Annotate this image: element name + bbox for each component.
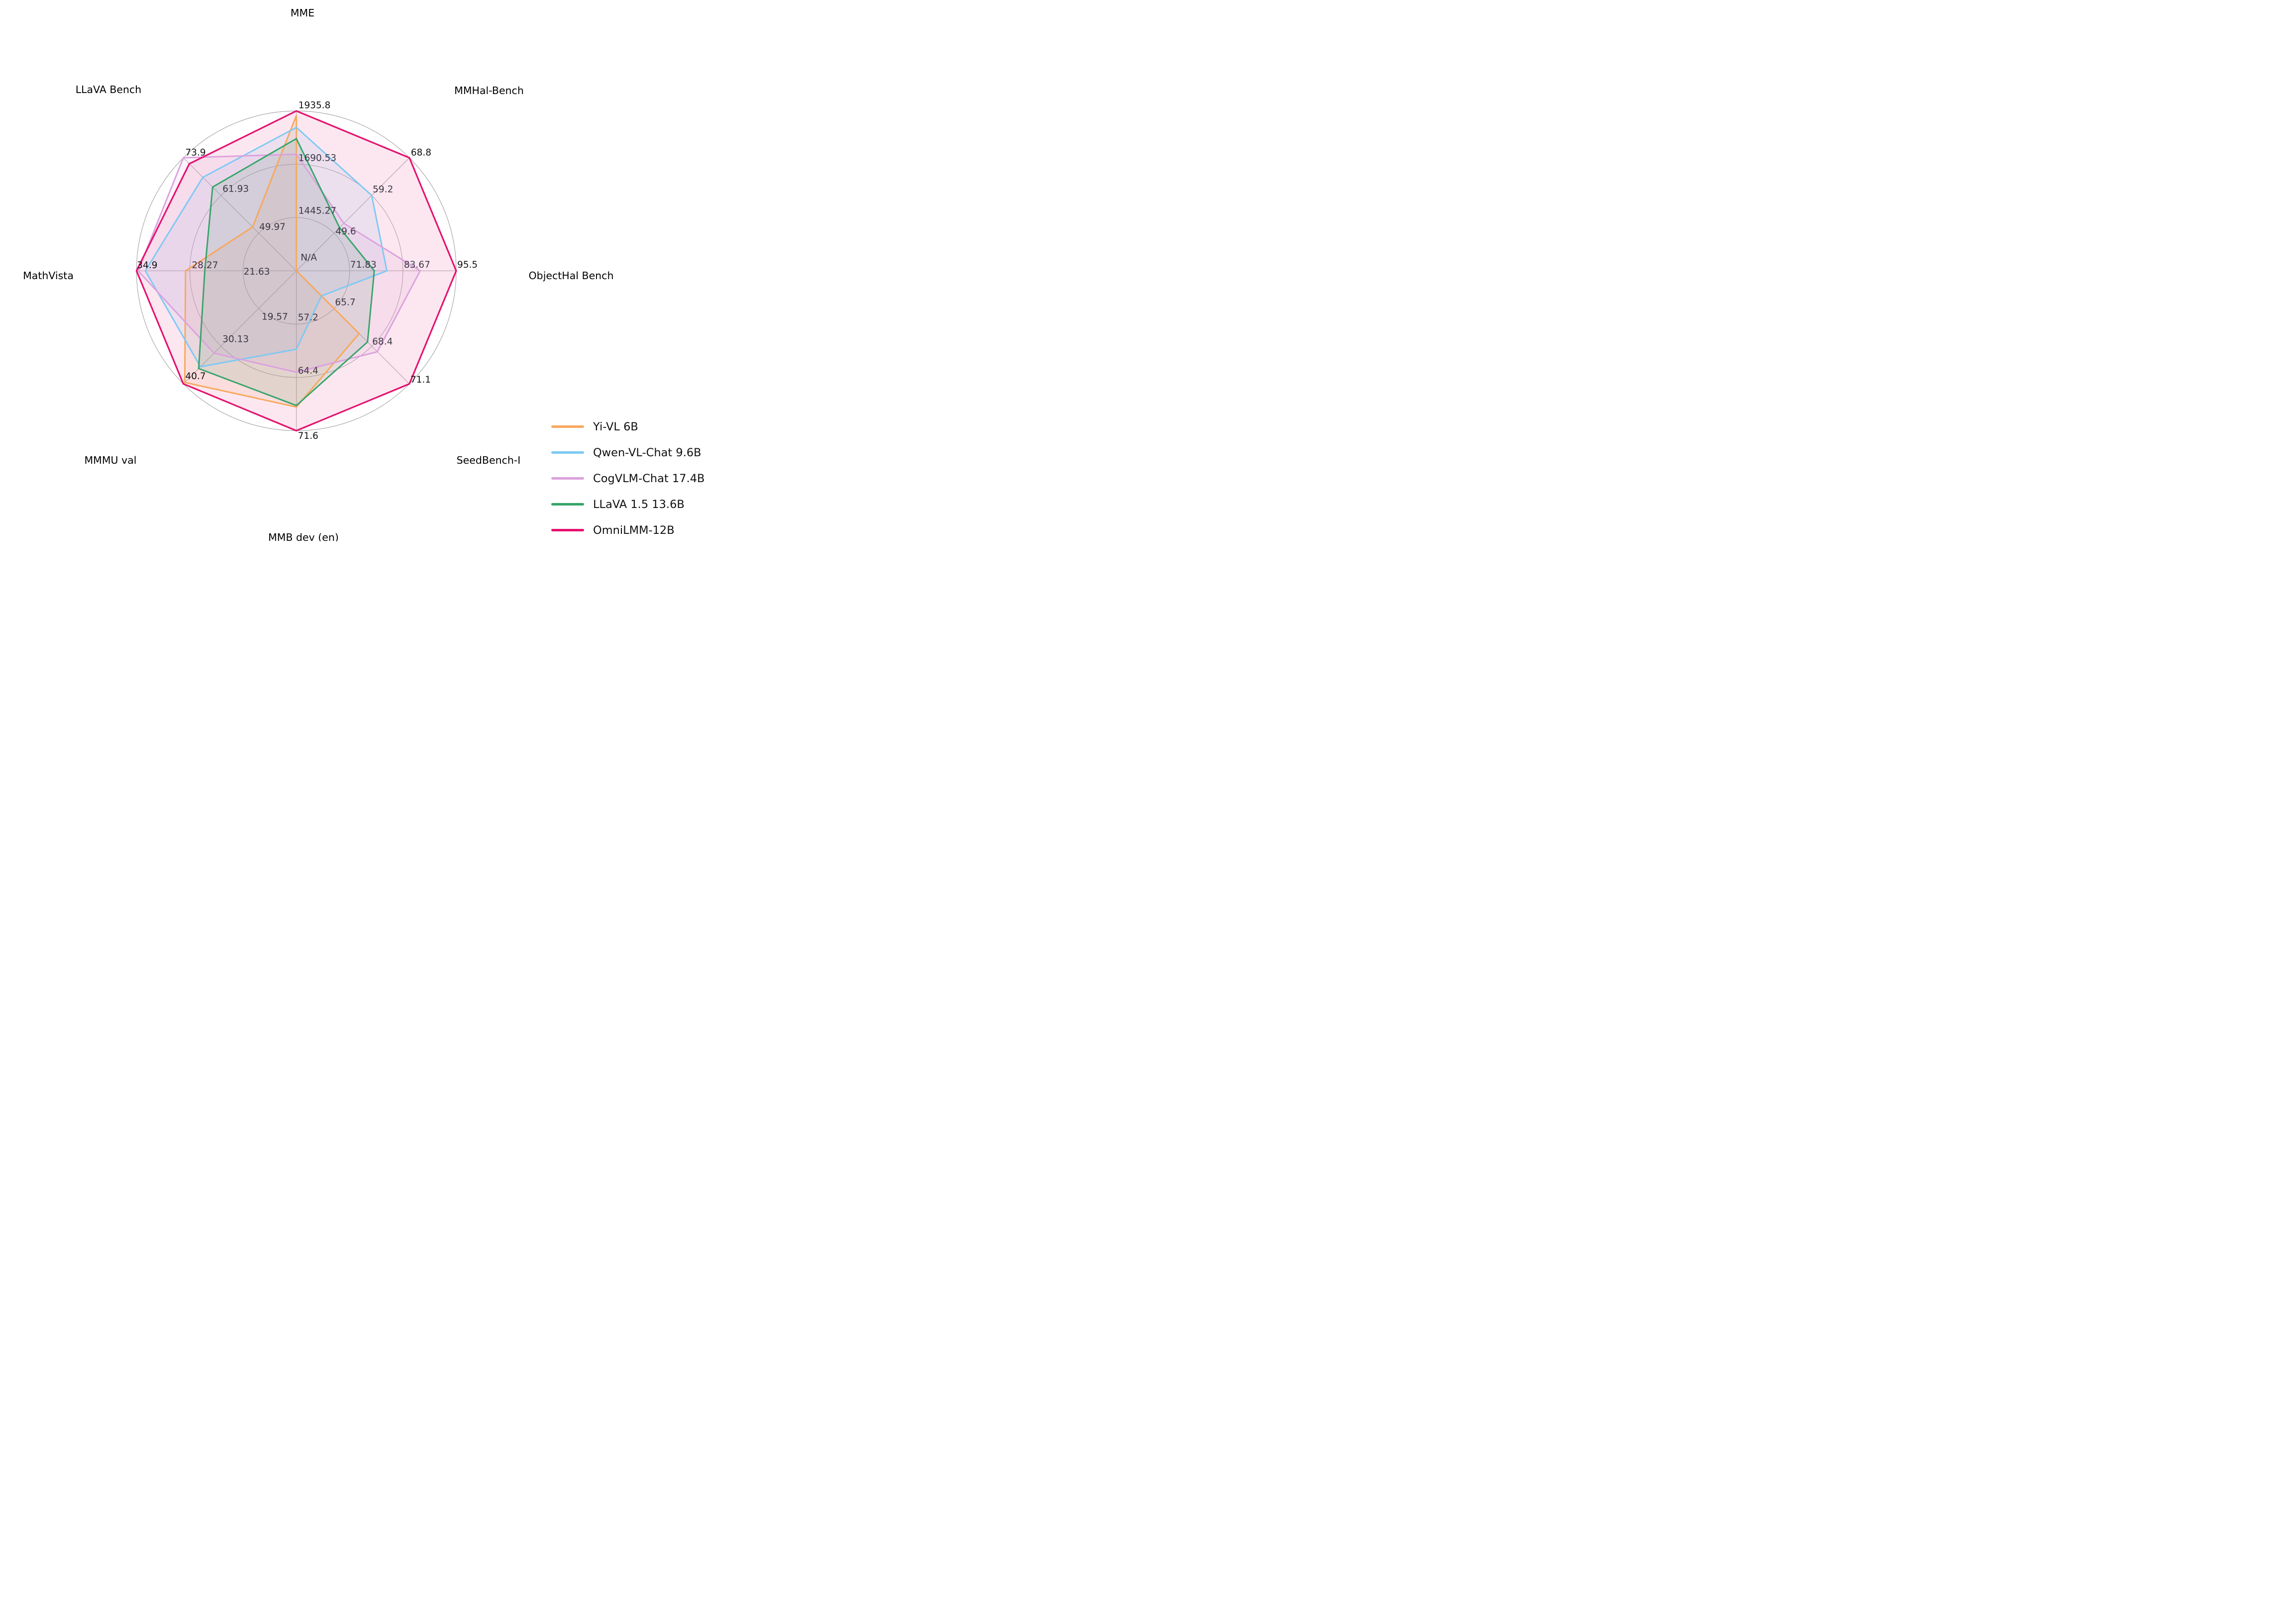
tick-mme-2: 1690.53: [299, 153, 337, 164]
tick-mmhal-bench-2: 59.2: [373, 184, 393, 195]
series-outline-llava-1-5-13-6b: [198, 137, 375, 406]
legend-swatch-llava-1-5: [551, 503, 584, 506]
tick-mmmu-val-3: 40.7: [186, 371, 206, 382]
series-outlines: [135, 110, 457, 432]
tick-objecthal-bench-2: 83.67: [404, 260, 430, 270]
tick-seedbench-i-3: 71.1: [410, 375, 431, 385]
legend-swatch-yi-vl-6b: [551, 425, 584, 428]
tick-mme-3: 1935.8: [299, 101, 331, 111]
legend-item-qwen-vl-chat: Qwen-VL-Chat 9.6B: [551, 445, 704, 460]
legend-label-omnilmm-12b: OmniLMM-12B: [593, 523, 675, 537]
tick-mathvista-1: 21.63: [244, 267, 270, 277]
tick-objecthal-bench-1: 71.83: [350, 260, 377, 270]
series-outline-cogvlm-chat-17-4b: [137, 153, 421, 373]
legend-label-llava-1-5: LLaVA 1.5 13.6B: [593, 498, 685, 511]
series-fill-cogvlm-chat-17-4b: [138, 154, 420, 373]
legend-swatch-qwen-vl-chat: [551, 451, 584, 454]
axis-title-seedbench-i: SeedBench-I: [457, 454, 521, 466]
tick-llava-bench-2: 61.93: [222, 184, 249, 194]
axis-title-objecthal-bench: ObjectHal Bench: [529, 270, 614, 282]
series-fill-llava-1-5-13-6b: [199, 138, 375, 406]
legend-label-cogvlm-chat: CogVLM-Chat 17.4B: [593, 472, 705, 485]
tick-mmb-dev-en-3: 71.6: [298, 431, 318, 441]
tick-mmhal-bench-3: 68.8: [411, 148, 431, 158]
legend-swatch-omnilmm-12b: [551, 529, 584, 531]
legend-label-qwen-vl-chat: Qwen-VL-Chat 9.6B: [593, 446, 701, 459]
legend-item-yi-vl-6b: Yi-VL 6B: [551, 419, 704, 434]
axis-spoke-mmmu-val: [183, 270, 297, 384]
axis-spoke-mmhal-bench: [296, 157, 410, 271]
tick-mmb-dev-en-1: 57.2: [298, 312, 318, 323]
axis-title-mme: MME: [291, 7, 314, 19]
center-na-label: N/A: [300, 252, 317, 263]
tick-labels: 1445.27 1690.53 1935.8 49.6 59.2 68.8 71.83 83.…: [137, 101, 478, 442]
tick-llava-bench-1: 49.97: [259, 222, 286, 232]
axis-titles: MME MMHal-Bench ObjectHal Bench SeedBenc…: [23, 7, 613, 541]
axis-title-mathvista: MathVista: [23, 270, 74, 282]
legend-label-yi-vl-6b: Yi-VL 6B: [593, 420, 638, 433]
legend-swatch-cogvlm-chat: [551, 477, 584, 480]
series-outline-qwen-vl-chat-9-6b: [144, 126, 388, 368]
tick-mme-1: 1445.27: [299, 206, 337, 216]
series-outline-yi-vl-6b: [184, 115, 360, 408]
legend: Yi-VL 6B Qwen-VL-Chat 9.6B CogVLM-Chat 1…: [551, 419, 704, 538]
series-fills: [136, 111, 456, 431]
tick-objecthal-bench-3: 95.5: [457, 260, 478, 270]
tick-mathvista-2: 28.27: [192, 260, 218, 271]
series-fill-qwen-vl-chat-9-6b: [145, 127, 387, 367]
tick-mmhal-bench-1: 49.6: [335, 226, 356, 237]
tick-mmb-dev-en-2: 64.4: [298, 366, 318, 376]
axis-title-mmhal-bench: MMHal-Bench: [454, 85, 524, 97]
series-fill-yi-vl-6b: [185, 115, 359, 407]
tick-mmmu-val-2: 30.13: [222, 334, 249, 344]
tick-seedbench-i-1: 65.7: [335, 298, 355, 308]
tick-seedbench-i-2: 68.4: [372, 336, 393, 347]
radar-figure: 1445.27 1690.53 1935.8 49.6 59.2 68.8 71.83 83.…: [0, 0, 764, 541]
axis-title-mmmu-val: MMMU val: [85, 454, 137, 466]
tick-mmmu-val-1: 19.57: [262, 312, 288, 322]
legend-item-llava-1-5: LLaVA 1.5 13.6B: [551, 497, 704, 512]
tick-llava-bench-3: 73.9: [186, 148, 206, 158]
legend-item-omnilmm-12b: OmniLMM-12B: [551, 522, 704, 538]
tick-mathvista-3: 34.9: [137, 260, 157, 271]
axis-title-llava-bench: LLaVA Bench: [76, 84, 142, 96]
series-outline-omnilmm-12b: [135, 110, 457, 432]
axis-spoke-llava-bench: [183, 157, 297, 271]
legend-item-cogvlm-chat: CogVLM-Chat 17.4B: [551, 471, 704, 486]
radar-chart: 1445.27 1690.53 1935.8 49.6 59.2 68.8 71.83 83.…: [23, 7, 613, 541]
axis-title-mmb-dev-en: MMB dev (en): [268, 531, 339, 541]
